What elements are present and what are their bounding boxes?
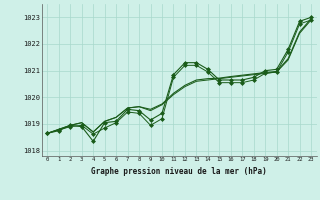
X-axis label: Graphe pression niveau de la mer (hPa): Graphe pression niveau de la mer (hPa) [91, 167, 267, 176]
